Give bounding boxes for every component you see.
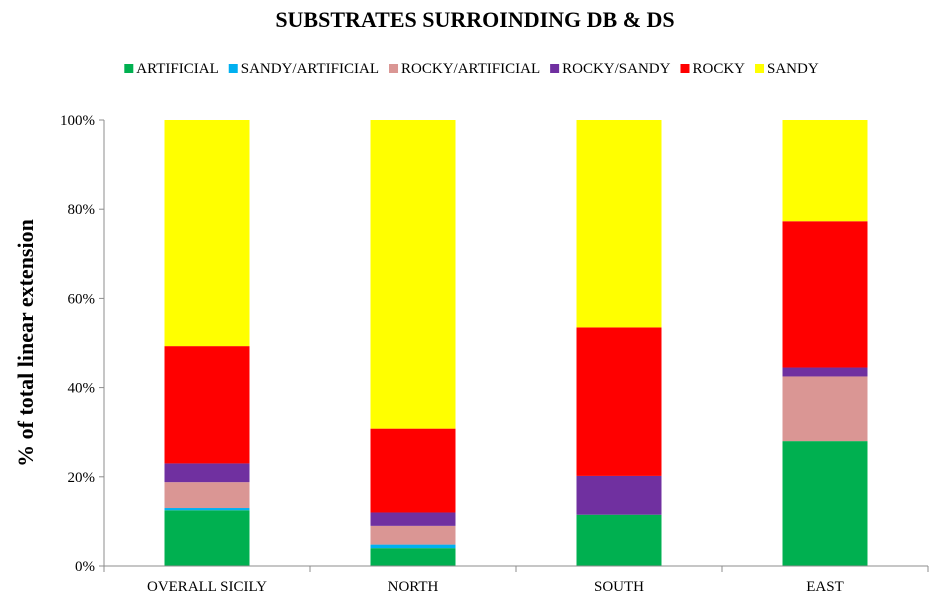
y-axis: 0% 20% 40% 60% 80% 100%: [60, 113, 105, 575]
chart-title: SUBSTRATES SURROINDING DB & DS: [275, 7, 674, 32]
legend-swatch: [680, 64, 690, 73]
bar-segment: [164, 346, 250, 464]
legend-swatch: [124, 64, 134, 73]
bar-segment: [576, 475, 662, 515]
chart-legend: ARTIFICIAL SANDY/ARTIFICIAL ROCKY/ARTIFICI…: [124, 61, 819, 77]
legend-swatch: [389, 64, 399, 73]
y-tick-label: 60%: [68, 291, 96, 307]
bar-segment: [370, 428, 456, 513]
legend-label: ROCKY/SANDY: [562, 61, 671, 77]
bar-segment: [782, 367, 868, 377]
bar-segment: [164, 463, 250, 483]
legend-swatch: [550, 64, 560, 73]
bar-segment: [370, 544, 456, 549]
legend-item: ROCKY: [680, 61, 745, 77]
legend-item: SANDY/ARTIFICIAL: [228, 61, 379, 77]
x-tick-label: OVERALL SICILY: [147, 579, 267, 595]
x-axis: OVERALL SICILY NORTH SOUTH EAST: [103, 565, 929, 595]
bar-segment: [782, 120, 868, 222]
x-tick-label: NORTH: [388, 579, 439, 595]
bar-segment: [164, 120, 250, 347]
bar-segment: [164, 482, 250, 509]
legend-swatch: [755, 64, 765, 73]
legend-item: SANDY: [755, 61, 819, 77]
x-tick-label: EAST: [806, 579, 844, 595]
legend-item: ARTIFICIAL: [124, 61, 219, 77]
y-tick-label: 100%: [60, 113, 95, 129]
y-tick-label: 80%: [68, 202, 96, 218]
legend-label: ROCKY/ARTIFICIAL: [401, 61, 540, 77]
bar-segment: [164, 508, 250, 511]
bar-segment: [370, 548, 456, 566]
legend-item: ROCKY/ARTIFICIAL: [389, 61, 540, 77]
bar-segment: [370, 512, 456, 526]
legend-label: ARTIFICIAL: [136, 61, 218, 77]
x-tick-label: SOUTH: [594, 579, 644, 595]
legend-label: SANDY: [767, 61, 819, 77]
bar-segment: [782, 441, 868, 566]
legend-swatch: [228, 64, 238, 73]
bar-segment: [164, 510, 250, 566]
bar-segment: [370, 120, 456, 429]
bar-segment: [782, 221, 868, 368]
y-tick-label: 40%: [68, 381, 96, 397]
y-axis-label: % of total linear extension: [13, 219, 38, 467]
legend-label: ROCKY: [692, 61, 745, 77]
bar-segment: [576, 120, 662, 328]
bars: [164, 120, 868, 566]
y-tick-label: 20%: [68, 470, 96, 486]
bar-segment: [576, 514, 662, 566]
bar-segment: [370, 525, 456, 545]
bar-segment: [782, 376, 868, 442]
bar-segment: [576, 327, 662, 476]
legend-item: ROCKY/SANDY: [550, 61, 671, 77]
y-tick-label: 0%: [75, 559, 95, 575]
legend-label: SANDY/ARTIFICIAL: [241, 61, 379, 77]
